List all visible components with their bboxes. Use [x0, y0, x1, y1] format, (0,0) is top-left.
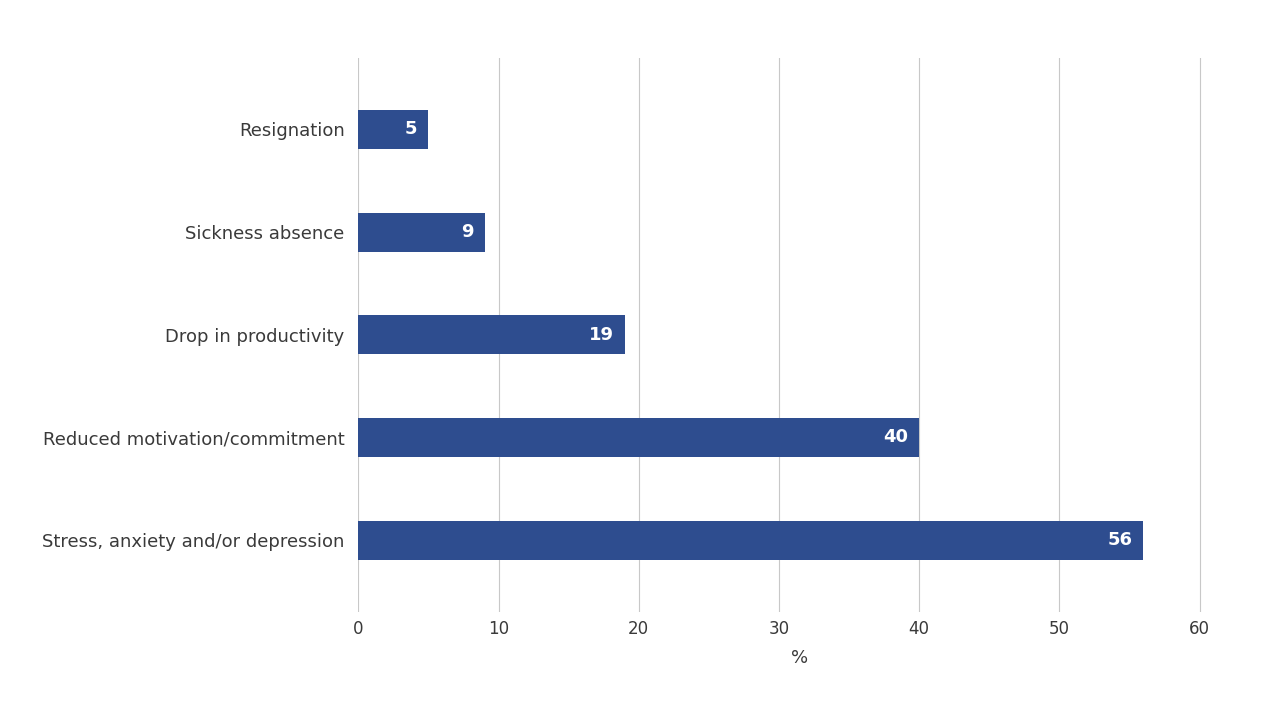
Bar: [358, 212, 485, 251]
Text: 40: 40: [883, 428, 908, 446]
Text: 19: 19: [589, 325, 613, 344]
Text: 9: 9: [461, 223, 474, 241]
Bar: [358, 315, 625, 354]
Text: 5: 5: [404, 120, 417, 138]
Bar: [358, 110, 429, 149]
X-axis label: %: %: [791, 649, 809, 667]
Text: 56: 56: [1107, 531, 1133, 549]
Bar: [358, 521, 1143, 559]
Bar: [358, 418, 919, 457]
